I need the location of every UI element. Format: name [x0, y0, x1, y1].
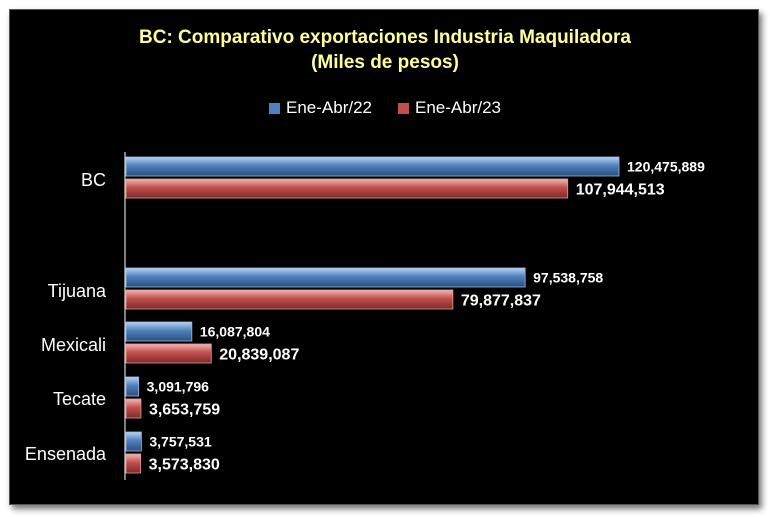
legend-item-series-a: Ene-Abr/22 — [269, 98, 372, 118]
data-label-tijuana-series-2: 79,877,837 — [461, 293, 541, 310]
bar-tijuana-series-1 — [125, 267, 526, 288]
data-label-bc-series-2: 107,944,513 — [576, 182, 665, 199]
legend-label-series-a: Ene-Abr/22 — [286, 98, 372, 117]
category-label-tecate: Tecate — [53, 389, 106, 409]
data-label-tijuana-series-1: 97,538,758 — [533, 270, 603, 286]
legend-item-series-b: Ene-Abr/23 — [398, 98, 501, 118]
legend-swatch-series-b — [398, 102, 409, 114]
bar-mexicali-series-1 — [125, 321, 193, 342]
chart-subtitle: (Miles de pesos) — [311, 52, 459, 73]
data-label-bc-series-1: 120,475,889 — [627, 159, 705, 175]
bar-tijuana-series-2 — [125, 289, 454, 310]
bar-ensenada-series-1 — [125, 431, 142, 452]
bar-mexicali-series-2 — [125, 343, 212, 364]
bar-tecate-series-1 — [125, 376, 140, 397]
data-label-tecate-series-2: 3,653,759 — [149, 402, 220, 419]
category-label-ensenada: Ensenada — [25, 444, 107, 464]
category-label-mexicali: Mexicali — [41, 335, 106, 355]
data-label-ensenada-series-2: 3,573,830 — [149, 457, 220, 474]
category-label-bc: BC — [81, 170, 106, 190]
bar-ensenada-series-2 — [125, 453, 142, 474]
category-label-tijuana: Tijuana — [48, 281, 107, 301]
data-label-tecate-series-1: 3,091,796 — [147, 379, 209, 395]
bar-tecate-series-2 — [125, 398, 142, 419]
chart-title: BC: Comparativo exportaciones Industria … — [139, 27, 631, 48]
legend-swatch-series-a — [269, 102, 280, 114]
data-label-mexicali-series-2: 20,839,087 — [219, 347, 299, 364]
legend: Ene-Abr/22 Ene-Abr/23 — [0, 98, 770, 118]
bar-bc-series-1 — [125, 156, 620, 177]
data-label-mexicali-series-1: 16,087,804 — [200, 324, 270, 340]
chart-frame — [9, 9, 759, 505]
bar-bc-series-2 — [125, 178, 569, 199]
legend-label-series-b: Ene-Abr/23 — [415, 98, 501, 117]
data-label-ensenada-series-1: 3,757,531 — [149, 434, 211, 450]
